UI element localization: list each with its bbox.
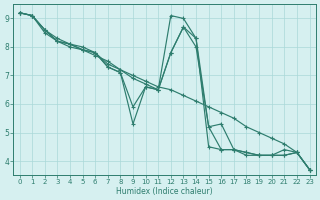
X-axis label: Humidex (Indice chaleur): Humidex (Indice chaleur) [116, 187, 213, 196]
